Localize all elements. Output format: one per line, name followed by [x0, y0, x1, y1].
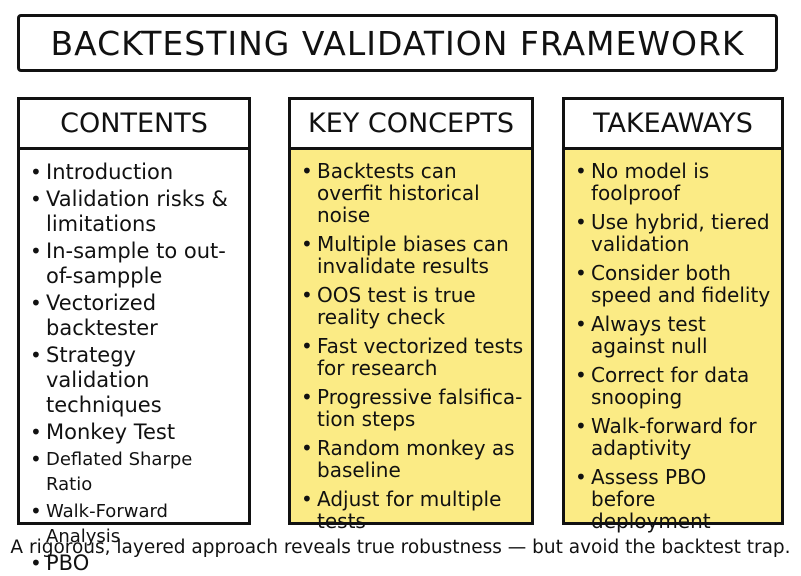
list-item: • Strategy validation techniques	[30, 343, 162, 417]
list-item: • Consider both speed and fidelity	[575, 261, 771, 307]
bullet-icon: •	[30, 499, 42, 523]
key-concepts-panel: KEY CONCEPTS • Backtests can overfit hist…	[288, 97, 534, 532]
bullet-icon: •	[301, 487, 313, 511]
list-item: • Deflated Sharpe Ratio	[30, 447, 193, 495]
list-item: • Adjust for multiple tests	[301, 487, 502, 533]
takeaways-body: • No model is foolproof • Use hybrid, tier…	[562, 147, 784, 532]
contents-list: • Introduction • Validation risks & limita…	[28, 160, 242, 576]
bullet-icon: •	[301, 385, 313, 409]
title-box: BACKTESTING VALIDATION FRAMEWORK	[17, 14, 778, 72]
bullet-icon: •	[30, 239, 42, 263]
bullet-icon: •	[30, 551, 42, 575]
contents-panel: CONTENTS • Introduction • Validation risks…	[17, 97, 251, 575]
bullet-icon: •	[30, 447, 42, 471]
bullet-icon: •	[575, 312, 587, 336]
bullet-icon: •	[301, 436, 313, 460]
footer-caption: A rigorous, layered approach reveals tru…	[10, 537, 791, 558]
bullet-icon: •	[30, 160, 42, 184]
key-concepts-list: • Backtests can overfit historical noise …	[299, 160, 525, 532]
list-item: • OOS test is true reality check	[301, 283, 476, 329]
takeaways-list: • No model is foolproof • Use hybrid, tier…	[573, 160, 775, 532]
list-item: • Use hybrid, tiered validation	[575, 210, 770, 256]
bullet-icon: •	[301, 232, 313, 256]
bullet-icon: •	[575, 261, 587, 285]
contents-heading: CONTENTS	[60, 108, 208, 139]
list-item: • Random monkey as baseline	[301, 436, 515, 482]
list-item: • Backtests can overfit historical noise	[301, 159, 480, 227]
bullet-icon: •	[575, 159, 587, 183]
takeaways-panel: TAKEAWAYS • No model is foolproof • Use hy…	[562, 97, 784, 532]
bullet-icon: •	[301, 159, 313, 183]
list-item: • Progressive falsifica-tion steps	[301, 385, 523, 431]
takeaways-header: TAKEAWAYS	[562, 97, 784, 150]
list-item: • In-sample to out-of-sampple	[30, 239, 226, 288]
bullet-icon: •	[30, 343, 42, 367]
list-item: • Validation risks & limitations	[30, 187, 228, 236]
list-item: • Assess PBO before deployment	[575, 465, 711, 533]
list-item: • Walk-forward for adaptivity	[575, 414, 757, 460]
bullet-icon: •	[301, 334, 313, 358]
key-concepts-body: • Backtests can overfit historical noise …	[288, 147, 534, 532]
list-item: • Multiple biases can invalidate results	[301, 232, 509, 278]
bullet-icon: •	[575, 414, 587, 438]
list-item: • Fast vectorized tests for research	[301, 334, 524, 380]
contents-header: CONTENTS	[17, 97, 251, 150]
bullet-icon: •	[30, 187, 42, 211]
takeaways-heading: TAKEAWAYS	[593, 108, 753, 139]
bullet-icon: •	[30, 291, 42, 315]
bullet-icon: •	[575, 465, 587, 489]
bullet-icon: •	[575, 363, 587, 387]
list-item: • Introduction	[30, 160, 174, 184]
list-item: • Walk-Forward Analysis	[30, 499, 168, 547]
list-item: • Vectorized backtester	[30, 291, 158, 340]
key-concepts-heading: KEY CONCEPTS	[308, 108, 514, 139]
bullet-icon: •	[30, 420, 42, 444]
list-item: • No model is foolproof	[575, 159, 710, 205]
list-item: • Always test against null	[575, 312, 708, 358]
page-title: BACKTESTING VALIDATION FRAMEWORK	[50, 23, 745, 63]
bullet-icon: •	[575, 210, 587, 234]
list-item: • Monkey Test	[30, 420, 176, 444]
key-concepts-header: KEY CONCEPTS	[288, 97, 534, 150]
bullet-icon: •	[301, 283, 313, 307]
contents-body: • Introduction • Validation risks & limita…	[17, 147, 251, 575]
list-item: • Correct for data snooping	[575, 363, 750, 409]
